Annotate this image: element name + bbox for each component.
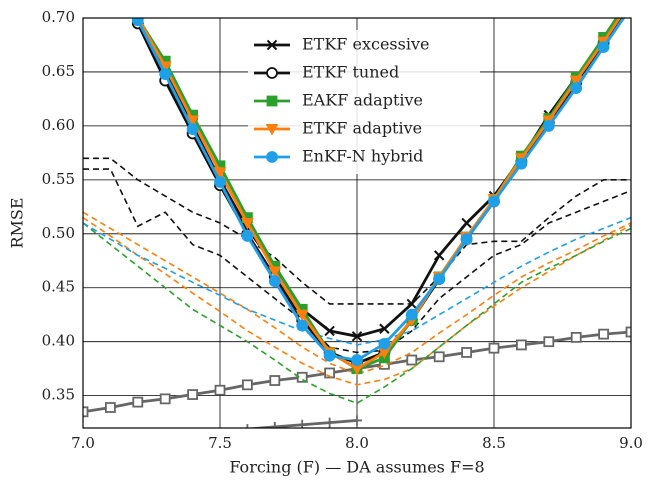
marker — [570, 331, 582, 343]
marker — [627, 0, 636, 1]
legend-label: ETKF excessive — [302, 35, 429, 54]
x-tick-label: 9.0 — [619, 434, 643, 452]
marker — [266, 67, 278, 79]
marker — [515, 157, 528, 170]
marker — [352, 415, 362, 426]
marker — [433, 351, 445, 363]
marker — [269, 421, 280, 428]
marker — [105, 402, 116, 413]
marker — [406, 354, 418, 366]
marker — [269, 375, 281, 386]
marker — [626, 0, 637, 6]
marker — [433, 250, 445, 261]
marker — [268, 266, 282, 279]
dashed-line — [83, 216, 631, 386]
marker — [542, 119, 555, 132]
legend-label: ETKF adaptive — [302, 119, 422, 138]
x-axis-label: Forcing (F) — DA assumes F=8 — [229, 458, 484, 477]
dashed-line — [83, 211, 631, 375]
y-axis-label: RMSE — [8, 197, 27, 248]
dashed-line — [83, 168, 631, 354]
marker — [159, 393, 171, 405]
marker — [297, 419, 308, 428]
marker — [266, 95, 278, 107]
legend: ETKF excessive ETKF tuned EAKF adaptive ETK… — [248, 30, 480, 174]
y-tick-label: 0.65 — [42, 62, 75, 80]
marker — [241, 218, 254, 230]
plot-frame — [82, 17, 632, 429]
marker — [460, 233, 473, 246]
plot-area — [83, 0, 637, 428]
marker — [296, 319, 309, 332]
marker — [296, 371, 308, 383]
y-tick-label: 0.45 — [42, 278, 75, 296]
marker — [324, 367, 336, 379]
marker — [131, 18, 144, 27]
marker — [488, 342, 500, 354]
y-tick-label: 0.35 — [42, 386, 75, 404]
marker — [461, 347, 473, 358]
marker — [265, 124, 279, 136]
marker — [266, 151, 278, 163]
marker — [241, 230, 254, 242]
marker — [83, 406, 89, 418]
marker — [405, 308, 418, 321]
marker — [598, 328, 609, 340]
dashed-line — [83, 222, 631, 405]
marker — [516, 339, 527, 351]
dashed-line — [83, 216, 631, 346]
y-tick-label: 0.70 — [42, 8, 75, 26]
y-tick-label: 0.55 — [42, 170, 75, 188]
x-tick-label: 8.5 — [482, 434, 506, 452]
marker — [597, 41, 610, 54]
x-tick-label: 7.0 — [71, 434, 95, 452]
marker — [543, 336, 555, 348]
x-tick-label: 7.5 — [208, 434, 232, 452]
marker — [625, 326, 631, 338]
marker — [132, 396, 144, 408]
marker — [214, 176, 226, 188]
x-tick-label: 8.0 — [345, 434, 369, 452]
legend-label: EnKF-N hybrid — [302, 147, 423, 166]
legend-label: ETKF tuned — [302, 63, 399, 82]
marker — [186, 123, 199, 136]
marker — [187, 389, 199, 400]
marker — [323, 349, 336, 362]
dashed-line — [83, 157, 631, 305]
marker — [378, 337, 391, 350]
marker — [406, 298, 418, 310]
marker — [351, 331, 363, 342]
marker — [351, 354, 363, 366]
marker — [627, 0, 636, 1]
marker — [488, 195, 500, 208]
marker — [569, 75, 583, 88]
marker — [626, 0, 636, 7]
y-tick-label: 0.40 — [42, 332, 75, 350]
marker — [379, 323, 390, 334]
marker — [626, 2, 636, 12]
marker — [295, 309, 309, 322]
y-tick-label: 0.60 — [42, 116, 75, 134]
marker — [214, 384, 226, 396]
marker — [159, 68, 172, 81]
marker — [213, 167, 227, 179]
marker — [268, 275, 281, 288]
marker — [324, 417, 335, 428]
marker — [324, 325, 335, 337]
y-tick-label: 0.50 — [42, 224, 75, 242]
marker — [570, 82, 583, 95]
legend-label: EAKF adaptive — [302, 91, 423, 110]
marker — [433, 273, 446, 286]
marker — [246, 424, 249, 428]
marker — [241, 379, 253, 391]
marker — [461, 217, 472, 229]
marker — [266, 39, 278, 51]
